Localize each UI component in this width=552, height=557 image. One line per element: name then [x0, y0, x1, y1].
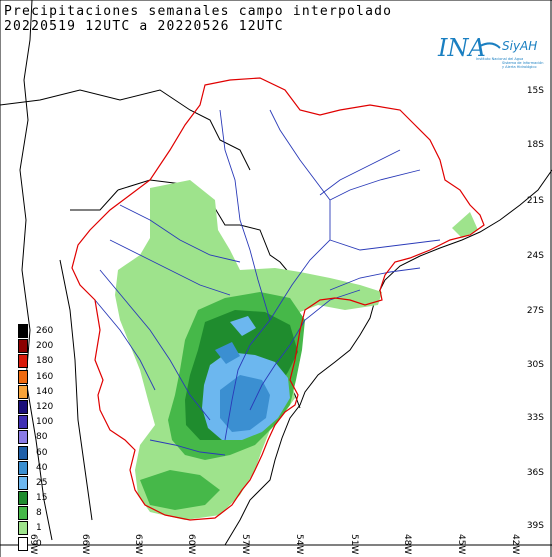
precip-zone-8mm-south	[140, 470, 220, 510]
logo-main-text: INA	[437, 34, 486, 62]
legend-label: 180	[36, 356, 54, 367]
legend-label: 60	[36, 447, 48, 458]
lon-tick-label: 63W	[133, 534, 143, 555]
argentina-north-border	[70, 189, 119, 211]
rivers	[94, 109, 441, 456]
parana-river	[224, 109, 331, 441]
map-title-line-2: 20220519 12UTC a 20220526 12UTC	[4, 19, 284, 34]
logo-tagline-2: Sistema de Información	[502, 61, 544, 65]
legend-label: 0	[36, 538, 42, 549]
paraguay-river	[219, 109, 271, 321]
paranaiba-river	[319, 149, 401, 196]
lat-tick-label: 27S	[526, 306, 544, 316]
legend-label: 1	[36, 523, 42, 534]
salado-south-river	[149, 439, 226, 456]
atlantic-coastline	[224, 169, 552, 546]
legend-label: 25	[36, 477, 48, 488]
lon-tick-label: 42W	[510, 534, 520, 555]
chile-argentina-border	[59, 259, 93, 521]
lat-tick-label: 33S	[526, 413, 544, 423]
iguazu-river	[329, 267, 421, 291]
uruguay-river	[249, 289, 361, 411]
legend-label: 15	[36, 493, 48, 504]
bermejo-river	[109, 239, 231, 296]
legend-swatch	[18, 491, 28, 506]
legend-swatch	[18, 521, 28, 536]
precip-zone-1mm-ne	[452, 212, 478, 238]
lon-tick-label: 51W	[349, 534, 359, 555]
lat-tick-label: 30S	[526, 360, 544, 370]
precip-zone-40mm-north	[215, 342, 240, 364]
legend-label: 40	[36, 462, 48, 473]
legend-swatch	[18, 475, 28, 490]
la-plata-basin-border	[71, 77, 485, 521]
legend-label: 160	[36, 371, 54, 382]
precip-zone-25mm-north	[230, 316, 256, 336]
legend-swatch	[18, 369, 28, 384]
logo-tagline-3: y Alerta Hidrológico	[502, 65, 536, 69]
bolivia-border	[0, 89, 251, 171]
lat-tick-label: 39S	[526, 521, 544, 531]
legend-swatch	[18, 339, 28, 354]
logo-sub-text: SiyAH	[502, 39, 537, 53]
lat-tick-label: 21S	[526, 196, 544, 206]
lat-tick-label: 15S	[526, 86, 544, 96]
map-title-line-1: Precipitaciones semanales campo interpol…	[4, 4, 393, 19]
lon-tick-label: 54W	[294, 534, 304, 555]
lon-tick-label: 45W	[456, 534, 466, 555]
logo-tagline-1: Instituto Nacional del Agua	[476, 57, 523, 61]
legend-swatch	[18, 460, 28, 475]
lon-tick-label: 57W	[240, 534, 250, 555]
salado-river	[99, 269, 211, 421]
legend-label: 120	[36, 401, 54, 412]
legend-label: 100	[36, 417, 54, 428]
grande-river	[329, 169, 421, 201]
lat-tick-label: 18S	[526, 140, 544, 150]
legend-swatch	[18, 354, 28, 369]
lat-tick-label: 24S	[526, 251, 544, 261]
legend-label: 8	[36, 508, 42, 519]
legend-swatch	[18, 536, 28, 551]
legend-swatch	[18, 445, 28, 460]
legend-swatch	[18, 415, 28, 430]
pilcomayo-river	[119, 204, 241, 263]
legend-swatch	[18, 399, 28, 414]
ina-siyah-logo: INA SiyAH Instituto Nacional del Agua Si…	[437, 34, 544, 69]
tiete-river	[329, 239, 441, 251]
legend-label: 200	[36, 341, 54, 352]
precipitation-field	[115, 180, 478, 520]
precip-zone-40mm	[220, 375, 270, 432]
legend-swatch	[18, 506, 28, 521]
lon-tick-label: 60W	[186, 534, 196, 555]
legend-swatch	[18, 430, 28, 445]
legend-swatch	[18, 324, 28, 338]
pacific-coastline	[19, 0, 53, 541]
legend-label: 80	[36, 432, 48, 443]
legend-label: 140	[36, 386, 54, 397]
dulce-river	[94, 299, 156, 391]
lat-tick-label: 36S	[526, 468, 544, 478]
legend-swatch	[18, 384, 28, 399]
legend-label: 260	[36, 326, 54, 336]
lon-tick-label: 48W	[402, 534, 412, 555]
lon-tick-label: 66W	[80, 534, 90, 555]
